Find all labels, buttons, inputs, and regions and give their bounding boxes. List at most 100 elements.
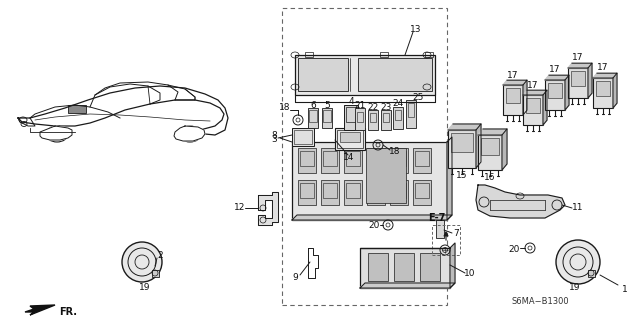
Bar (357, 112, 363, 122)
Bar (282, 8, 447, 305)
Bar (448, 130, 476, 168)
Text: 18: 18 (279, 103, 291, 113)
Text: FR.: FR. (59, 307, 77, 317)
Bar (380, 52, 388, 57)
Polygon shape (478, 129, 507, 135)
Text: 15: 15 (456, 170, 468, 180)
Text: 3: 3 (271, 136, 277, 145)
Text: 2: 2 (157, 251, 163, 261)
Bar (298, 58, 348, 91)
Bar (322, 108, 332, 128)
Bar (392, 151, 406, 166)
Bar (346, 107, 356, 122)
Bar (367, 148, 385, 173)
Bar (568, 68, 588, 98)
Polygon shape (543, 90, 547, 125)
Bar (344, 180, 362, 205)
Bar (425, 52, 433, 57)
Bar (292, 142, 447, 220)
Bar (451, 133, 473, 152)
Bar (308, 108, 318, 128)
Text: 19: 19 (569, 283, 580, 292)
Text: 6: 6 (310, 101, 316, 110)
Bar (523, 95, 543, 125)
Text: 11: 11 (572, 204, 584, 212)
Text: 7: 7 (453, 229, 459, 239)
Text: 17: 17 (549, 65, 561, 75)
Bar (390, 180, 408, 205)
Text: E-7: E-7 (428, 213, 445, 223)
Text: 5: 5 (324, 101, 330, 110)
Bar (344, 105, 358, 130)
Text: 20: 20 (368, 220, 380, 229)
Polygon shape (447, 137, 452, 220)
Bar (355, 108, 365, 130)
Bar (593, 78, 613, 108)
Bar (358, 58, 432, 91)
Bar (420, 253, 440, 281)
Text: 16: 16 (484, 173, 496, 182)
Bar (369, 183, 383, 198)
Bar (395, 110, 401, 120)
Bar (292, 128, 314, 146)
Bar (294, 130, 312, 144)
Bar (571, 71, 585, 86)
Bar (432, 225, 460, 255)
Text: 17: 17 (597, 63, 609, 72)
Bar (526, 98, 540, 113)
Bar (321, 180, 339, 205)
Polygon shape (292, 215, 452, 220)
Bar (346, 183, 360, 198)
Bar (392, 183, 406, 198)
Bar (381, 110, 391, 130)
Polygon shape (40, 126, 72, 140)
Bar (323, 151, 337, 166)
Text: 8: 8 (271, 131, 277, 140)
Bar (152, 270, 159, 277)
Text: 20: 20 (508, 246, 520, 255)
Text: S6MA−B1300: S6MA−B1300 (511, 298, 569, 307)
Polygon shape (523, 90, 547, 95)
Bar (340, 132, 360, 142)
Bar (503, 85, 523, 115)
Bar (368, 253, 388, 281)
Bar (548, 83, 562, 98)
Bar (393, 107, 403, 129)
Bar (390, 148, 408, 173)
Polygon shape (502, 129, 507, 170)
Bar (369, 151, 383, 166)
Text: 24: 24 (392, 100, 404, 108)
Polygon shape (174, 126, 205, 141)
Bar (309, 110, 317, 122)
Bar (506, 88, 520, 103)
Polygon shape (360, 283, 455, 288)
Text: 22: 22 (367, 102, 379, 112)
Ellipse shape (122, 242, 162, 282)
Bar (366, 148, 406, 203)
Bar (305, 52, 313, 57)
Bar (413, 148, 431, 173)
Bar (300, 151, 314, 166)
Polygon shape (258, 192, 278, 225)
Bar (413, 180, 431, 205)
Text: 19: 19 (140, 283, 151, 292)
Polygon shape (503, 80, 527, 85)
Bar (383, 113, 389, 122)
Bar (346, 151, 360, 166)
Polygon shape (448, 124, 481, 130)
Bar (596, 81, 610, 96)
Ellipse shape (556, 240, 600, 284)
Polygon shape (568, 63, 592, 68)
Bar (360, 248, 450, 288)
Text: 10: 10 (464, 270, 476, 278)
Bar (478, 135, 502, 170)
Polygon shape (565, 75, 569, 110)
Text: 13: 13 (410, 26, 422, 34)
Text: 25: 25 (412, 93, 424, 101)
Bar (323, 183, 337, 198)
Text: 17: 17 (572, 54, 584, 63)
Polygon shape (523, 80, 527, 115)
Text: 17: 17 (527, 80, 539, 90)
Bar (337, 130, 363, 148)
Bar (415, 183, 429, 198)
